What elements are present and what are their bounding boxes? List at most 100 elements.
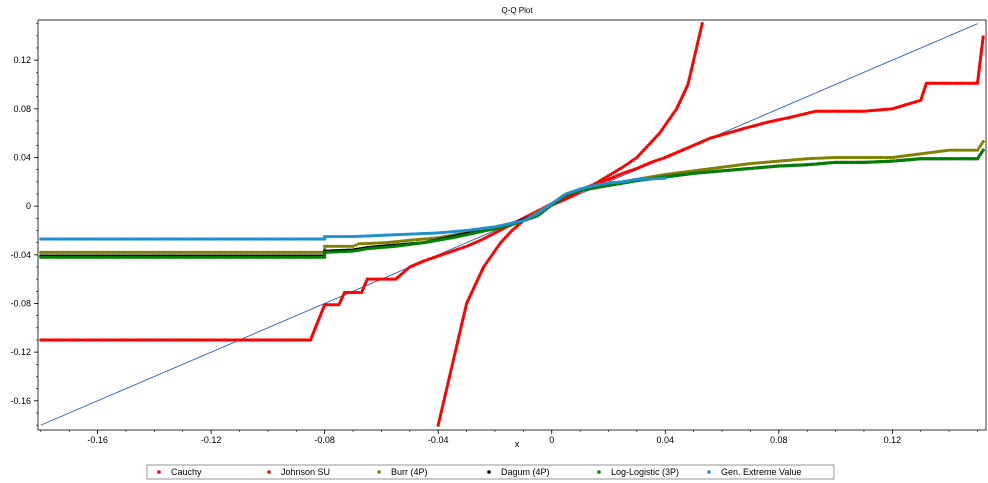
data-point [825,109,829,113]
data-point [938,81,942,85]
data-point [295,250,300,254]
data-point [241,237,245,241]
data-point [98,338,102,342]
data-point [153,250,157,254]
data-point [286,255,290,259]
data-point [211,338,216,342]
data-point [117,255,121,259]
data-point [857,155,861,160]
data-point [927,81,931,85]
data-point [800,163,805,167]
data-point [363,234,367,238]
data-point [279,255,284,259]
data-point [375,246,379,250]
data-point [124,237,128,241]
data-point [243,237,247,241]
data-point [784,158,788,163]
data-point [286,237,290,241]
data-point [354,243,358,247]
data-point [227,237,231,241]
data-point [102,338,107,342]
data-point [410,232,414,236]
data-point [422,231,426,236]
data-point [914,157,918,161]
data-point [45,250,50,254]
data-point [420,232,424,236]
data-point [874,155,878,160]
data-point [966,81,970,85]
data-point [383,241,387,245]
data-point [81,250,86,254]
data-point [59,237,63,241]
data-point [656,176,660,181]
x-tick-label: -0.16 [87,435,108,445]
data-point [218,338,222,342]
x-tick-label: 0.04 [657,435,675,445]
data-point [862,160,866,164]
data-point [184,338,188,342]
data-point [649,177,653,181]
data-point [697,34,701,38]
data-point [881,155,885,160]
data-point [443,230,447,234]
data-point [140,237,144,241]
data-point [135,255,139,259]
data-point [440,408,444,413]
data-point [293,250,297,254]
data-point [424,231,428,236]
y-tick-label: 0 [26,201,31,211]
data-point [900,158,904,162]
data-point [77,250,81,254]
data-point [277,250,281,254]
data-point [166,338,170,342]
data-point [438,231,443,235]
data-point [330,234,334,239]
data-point [86,255,90,259]
data-point [344,249,348,254]
data-point [947,148,951,152]
data-point [832,109,836,113]
data-point [772,159,776,164]
data-point [883,155,887,160]
data-point [320,237,324,241]
data-point [609,181,613,185]
data-point [304,250,309,254]
data-point [916,157,920,161]
data-point [106,255,110,259]
data-point [829,109,834,113]
data-point [68,237,72,241]
data-point [408,238,412,242]
data-point [99,255,103,259]
data-point [807,162,812,167]
data-point [284,237,288,241]
data-point [693,51,697,55]
data-point [968,157,972,161]
data-point [834,109,838,113]
data-point [852,160,857,164]
data-point [127,338,131,342]
data-point [142,237,146,241]
data-point [273,338,277,342]
data-point [751,166,755,170]
data-point [820,109,825,113]
data-point [196,250,200,254]
data-point [225,338,229,342]
data-point [178,255,182,259]
data-point [767,160,771,164]
data-point [284,255,288,259]
data-point [293,255,297,259]
data-point [257,255,261,259]
data-point [318,250,322,254]
data-point [236,237,240,241]
data-point [155,255,159,259]
data-point [753,161,757,165]
data-point [175,255,180,259]
y-tick-label: 0.12 [13,55,31,65]
data-point [250,255,254,259]
legend-marker [707,470,711,474]
data-point [959,157,963,161]
data-point [248,255,252,259]
data-point [79,255,83,259]
data-point [131,237,135,241]
data-point [357,290,361,295]
